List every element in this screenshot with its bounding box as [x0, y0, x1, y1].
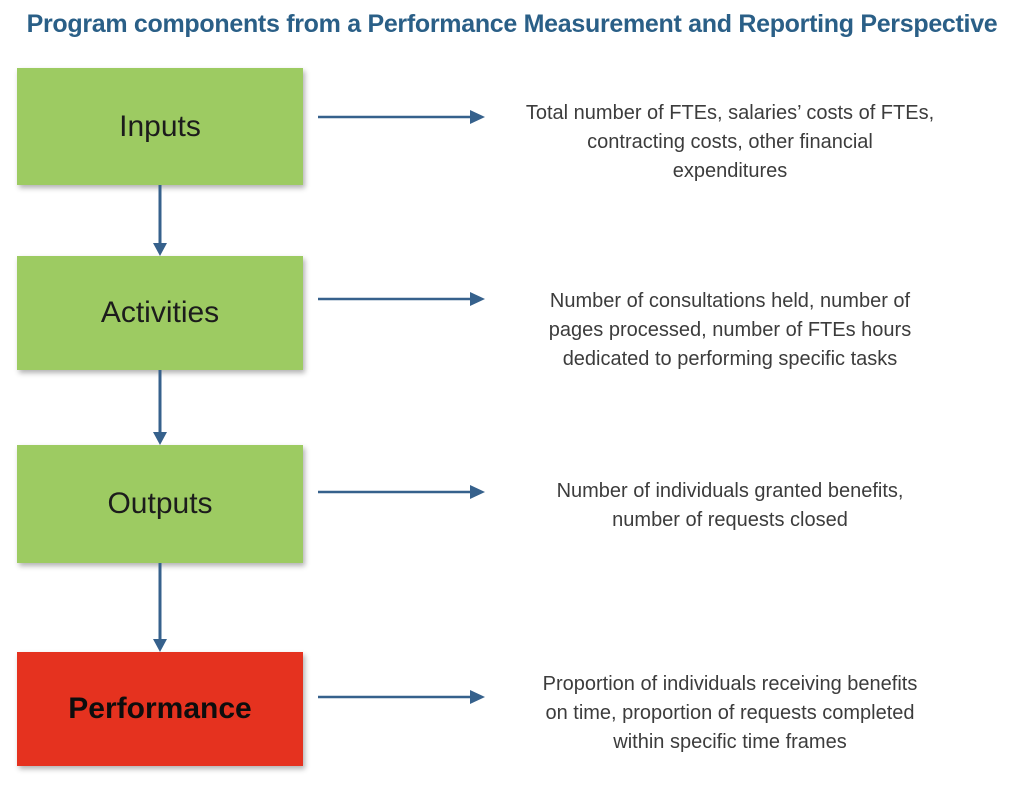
box-label-performance: Performance — [68, 692, 252, 725]
box-activities: Activities — [17, 256, 303, 370]
arrow-down-icon — [153, 563, 167, 652]
arrow-right-icon — [318, 110, 485, 124]
description-activities: Number of consultations held, number of … — [548, 290, 912, 370]
box-inputs: Inputs — [17, 68, 303, 185]
box-outputs: Outputs — [17, 445, 303, 563]
arrow-right-icon — [318, 485, 485, 499]
arrow-down-icon — [153, 185, 167, 256]
box-label-outputs: Outputs — [107, 487, 213, 520]
box-performance: Performance — [17, 652, 303, 766]
arrow-down-icon — [153, 370, 167, 445]
page-title: Program components from a Performance Me… — [26, 10, 998, 38]
description-inputs: Total number of FTEs, salaries’ costs of… — [525, 102, 935, 182]
arrow-right-icon — [318, 292, 485, 306]
box-label-inputs: Inputs — [119, 109, 201, 143]
description-performance: Proportion of individuals receiving bene… — [542, 673, 918, 753]
arrow-right-icon — [318, 690, 485, 704]
box-label-activities: Activities — [100, 296, 220, 329]
description-outputs: Number of individuals granted benefits, … — [556, 480, 904, 531]
